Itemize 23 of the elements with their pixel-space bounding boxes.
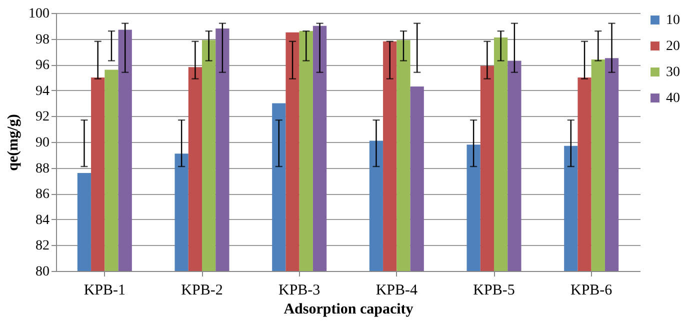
legend-label: 40 — [666, 91, 680, 106]
y-tick-label: 88 — [36, 161, 50, 176]
y-tick-label: 86 — [36, 187, 50, 202]
y-tick-label: 96 — [36, 58, 50, 74]
legend-label: 30 — [666, 65, 680, 80]
y-tick-label: 82 — [36, 238, 50, 254]
y-tick-label: 80 — [36, 264, 50, 280]
legend-label: 10 — [666, 13, 680, 28]
y-tick-label: 94 — [36, 84, 50, 99]
x-tick-label: KPB-4 — [376, 282, 418, 298]
y-tick-label: 92 — [36, 110, 50, 125]
x-axis-title: Adsorption capacity — [284, 302, 414, 318]
y-axis-title: qe(mg/g) — [6, 114, 22, 171]
y-tick-label: 84 — [36, 212, 50, 228]
x-tick-label: KPB-5 — [473, 282, 515, 298]
y-tick-label: 98 — [36, 32, 50, 48]
x-tick-label: KPB-3 — [278, 282, 320, 298]
y-tick-label: 100 — [28, 6, 50, 22]
y-tick-label: 90 — [36, 136, 50, 150]
legend-label: 20 — [666, 39, 680, 54]
x-tick-label: KPB-6 — [570, 282, 613, 298]
x-tick-label: KPB-1 — [84, 282, 126, 298]
x-tick-label: KPB-2 — [181, 282, 223, 298]
